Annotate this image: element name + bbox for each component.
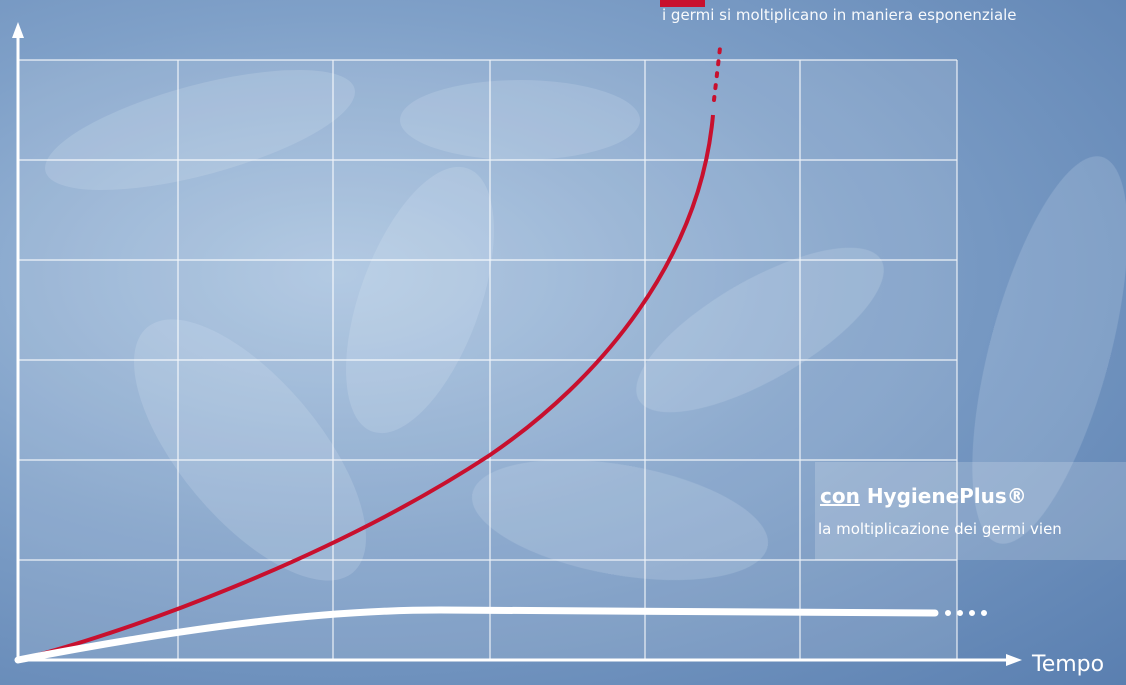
x-axis-label: Tempo [1032, 652, 1105, 677]
with-title-name: HygienePlus® [866, 484, 1027, 508]
top-label-mark [660, 0, 705, 7]
red-curve-dots [712, 46, 722, 102]
red-curve [17, 114, 715, 662]
with-title-prefix: con [820, 484, 860, 508]
top-note: i germi si moltiplicano in maniera espon… [662, 6, 1017, 24]
with-note: la moltiplicazione dei germi vien [818, 520, 1062, 538]
white-curve [14, 606, 939, 664]
with-title: con HygienePlus® [820, 484, 1027, 508]
grid [18, 59, 958, 660]
label-box [815, 462, 1126, 560]
y-axis-arrow [12, 22, 24, 38]
x-axis-arrow [1006, 654, 1022, 666]
background-blobs [45, 69, 1126, 581]
